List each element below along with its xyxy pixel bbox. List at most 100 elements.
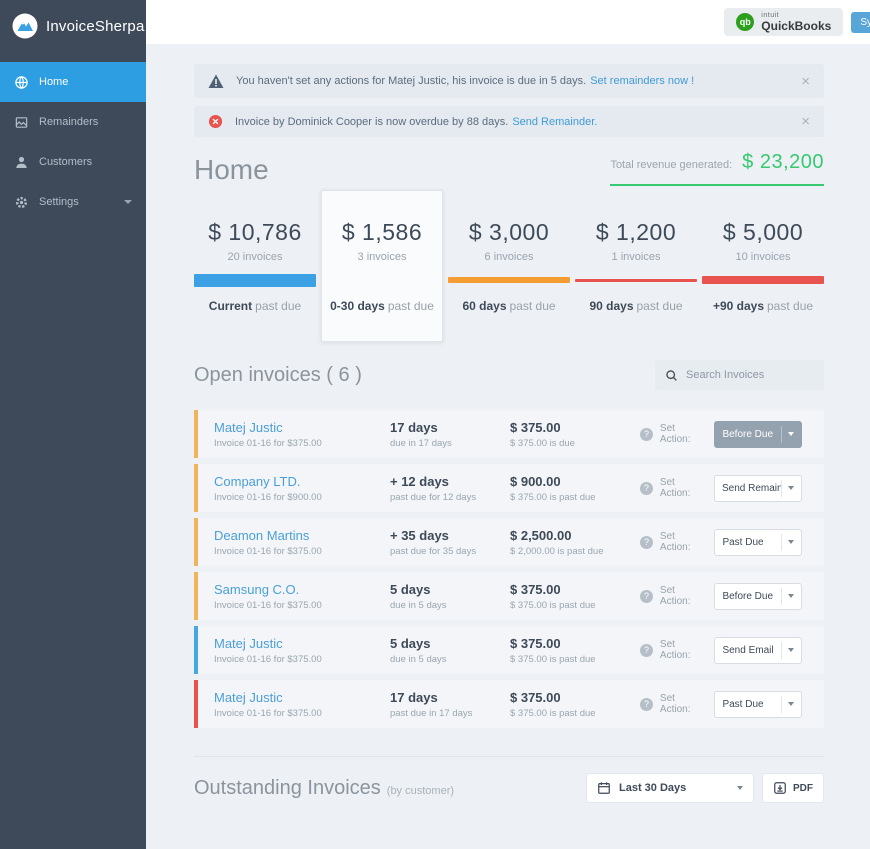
chevron-down-icon [781, 695, 794, 713]
stat-amount: $ 1,200 [595, 219, 677, 245]
invoice-amount-sub: $ 375.00 is past due [510, 491, 596, 503]
chevron-down-icon [781, 587, 794, 605]
sidebar-item-label: Home [39, 76, 69, 88]
close-icon[interactable]: × [801, 72, 810, 90]
revenue-value: $ 23,200 [742, 151, 824, 173]
invoice-detail: Invoice 01-16 for $900.00 [214, 491, 322, 503]
search-input[interactable] [686, 369, 814, 381]
set-action-label: Set Action: [659, 639, 691, 661]
action-select[interactable]: Before Due [714, 420, 802, 448]
help-icon[interactable]: ? [640, 481, 653, 495]
pdf-button-label: PDF [793, 782, 813, 794]
sidebar-item-customers[interactable]: Customers [0, 142, 146, 182]
set-action-label: Set Action: [659, 693, 691, 715]
open-invoices-header: Open invoices ( 6 ) [194, 360, 824, 390]
stat-amount: $ 3,000 [468, 219, 550, 245]
quickbooks-logo-icon: qb [736, 13, 755, 31]
alert-danger: Invoice by Dominick Cooper is now overdu… [194, 106, 824, 137]
invoice-customer-link[interactable]: Samsung C.O. [214, 581, 300, 597]
invoice-customer-link[interactable]: Matej Justic [214, 689, 283, 705]
app-logo[interactable]: InvoiceSherpa [0, 0, 146, 52]
chevron-down-icon [781, 425, 794, 443]
chevron-down-icon [781, 533, 794, 551]
help-icon[interactable]: ? [640, 427, 653, 441]
action-select[interactable]: Send Email [714, 636, 802, 664]
content: You haven't set any actions for Matej Ju… [146, 44, 870, 849]
send-remainder-link[interactable]: Send Remainder. [512, 115, 598, 128]
stat-card-90-days[interactable]: $ 1,200 1 invoices 90 days past due [575, 219, 697, 313]
customers-icon [16, 156, 27, 168]
stat-amount: $ 10,786 [208, 219, 302, 245]
invoice-amount: $ 375.00 [510, 689, 561, 705]
invoice-detail: Invoice 01-16 for $375.00 [214, 545, 322, 557]
app-title: InvoiceSherpa [46, 17, 145, 35]
stat-bar [702, 276, 824, 284]
stat-card-60-days[interactable]: $ 3,000 6 invoices 60 days past due [448, 219, 570, 313]
stat-amount: $ 1,586 [341, 219, 423, 245]
sidebar-item-label: Settings [39, 196, 79, 208]
invoice-days-sub: due in 5 days [390, 653, 447, 665]
invoicesherpa-logo-icon [12, 13, 38, 39]
sidebar-nav: Home Remainders Customers Settings [0, 62, 146, 222]
action-select[interactable]: Send Remain... [714, 474, 802, 502]
set-action-label: Set Action: [659, 423, 691, 445]
action-select[interactable]: Before Due [714, 582, 802, 610]
set-action-label: Set Action: [659, 477, 691, 499]
invoice-amount-sub: $ 2,000.00 is past due [510, 545, 604, 557]
sync-button[interactable]: Sy [851, 11, 870, 33]
sidebar-item-label: Customers [39, 156, 93, 168]
pdf-export-button[interactable]: PDF [762, 773, 824, 803]
invoice-days-sub: due in 5 days [390, 599, 447, 611]
revenue-label: Total revenue generated: [610, 159, 733, 171]
invoice-customer-link[interactable]: Matej Justic [214, 635, 283, 651]
stat-count: 6 invoices [484, 251, 534, 263]
stat-bar-zone [326, 270, 438, 290]
main-area: qb intuit QuickBooks Sy You haven't set … [146, 0, 870, 849]
help-icon[interactable]: ? [640, 697, 653, 711]
invoice-row: Matej Justic Invoice 01-16 for $375.00 5 … [194, 626, 824, 674]
help-icon[interactable]: ? [640, 643, 653, 657]
sidebar-item-remainders[interactable]: Remainders [0, 102, 146, 142]
stat-bar [194, 273, 316, 287]
stat-card-0-30-days[interactable]: $ 1,586 3 invoices 0-30 days past due [321, 190, 443, 342]
invoice-days: + 35 days [390, 527, 449, 543]
invoice-customer-link[interactable]: Matej Justic [214, 419, 283, 435]
invoice-customer-link[interactable]: Company LTD. [214, 473, 301, 489]
stat-bar [448, 277, 570, 283]
invoice-customer-link[interactable]: Deamon Martins [214, 527, 310, 543]
action-select[interactable]: Past Due [714, 528, 802, 556]
gear-icon [15, 196, 28, 208]
help-icon[interactable]: ? [640, 535, 653, 549]
chevron-down-icon [124, 200, 132, 204]
invoice-days: 5 days [390, 581, 431, 597]
date-range-select[interactable]: Last 30 Days [586, 773, 754, 803]
home-icon [15, 75, 28, 89]
stat-bar-zone [702, 270, 824, 290]
chevron-down-icon [737, 786, 743, 790]
alert-message: Invoice by Dominick Cooper is now overdu… [235, 115, 598, 128]
invoice-detail: Invoice 01-16 for $375.00 [214, 437, 322, 449]
set-remainders-link[interactable]: Set remainders now ! [590, 75, 695, 87]
sidebar-item-label: Remainders [39, 116, 99, 128]
set-action-label: Set Action: [659, 531, 691, 553]
invoice-amount: $ 2,500.00 [510, 527, 572, 543]
invoice-amount: $ 900.00 [510, 473, 561, 489]
invoice-amount-sub: $ 375.00 is past due [510, 653, 596, 665]
stat-card-90-plus-days[interactable]: $ 5,000 10 invoices +90 days past due [702, 219, 824, 313]
sidebar-item-home[interactable]: Home [0, 62, 146, 102]
stat-amount: $ 5,000 [722, 219, 804, 245]
stat-bar [575, 278, 697, 282]
invoice-amount: $ 375.00 [510, 581, 561, 597]
invoice-days: 17 days [390, 419, 438, 435]
quickbooks-button[interactable]: qb intuit QuickBooks [724, 8, 844, 36]
sidebar-item-settings[interactable]: Settings [0, 182, 146, 222]
invoice-list: Matej Justic Invoice 01-16 for $375.00 17… [194, 410, 824, 728]
stat-count: 10 invoices [735, 251, 791, 263]
action-select[interactable]: Past Due [714, 690, 802, 718]
stat-bar-zone [448, 270, 570, 290]
stat-count: 3 invoices [357, 251, 407, 263]
help-icon[interactable]: ? [640, 589, 653, 603]
invoice-days: 17 days [390, 689, 438, 705]
stat-card-current[interactable]: $ 10,786 20 invoices Current past due [194, 219, 316, 313]
close-icon[interactable]: × [801, 113, 810, 130]
